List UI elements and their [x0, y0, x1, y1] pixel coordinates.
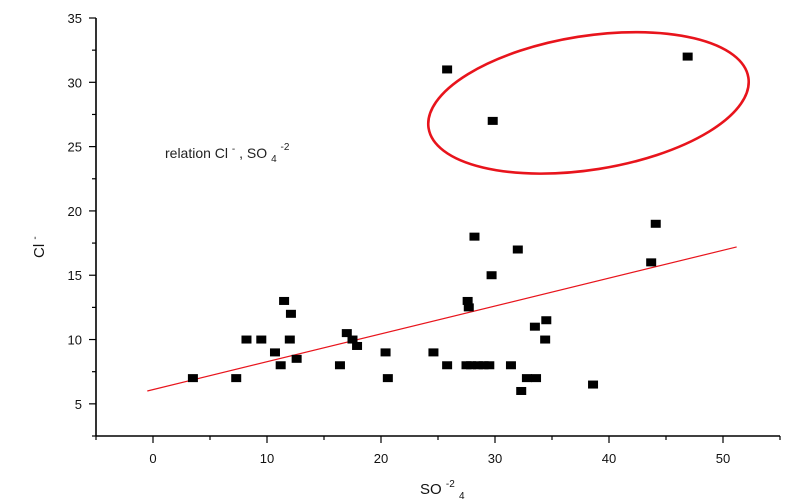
- data-point: [512, 245, 523, 254]
- fit-line-group: [147, 246, 737, 392]
- data-point: [341, 329, 352, 338]
- y-tick-label: 15: [68, 268, 82, 283]
- data-point: [275, 361, 286, 370]
- data-point: [462, 296, 473, 305]
- data-point: [472, 361, 483, 370]
- data-point: [646, 258, 657, 267]
- x-axis-ticks: 0 10 20 30 40 50: [95, 436, 781, 466]
- annotation-sup-2: -2: [281, 142, 290, 153]
- y-tick-label: 5: [75, 397, 82, 412]
- x-axis-title-sub: 4: [459, 491, 465, 502]
- data-point: [540, 335, 551, 344]
- annotation-sup-1: -: [232, 144, 235, 155]
- y-axis-ticks: 5 10 15 20 25 30 35: [68, 11, 96, 437]
- data-point: [484, 361, 495, 370]
- data-point: [279, 296, 290, 305]
- data-point: [529, 322, 540, 331]
- y-axis-title: Cl -: [30, 236, 48, 258]
- data-point: [284, 335, 295, 344]
- data-point: [334, 361, 345, 370]
- y-axis-title-sup: -: [30, 236, 41, 239]
- x-tick-label: 10: [260, 451, 274, 466]
- data-point: [521, 374, 532, 383]
- data-point: [463, 303, 474, 312]
- annotation-sub: 4: [271, 154, 277, 165]
- data-point: [380, 348, 391, 357]
- data-point: [469, 232, 480, 241]
- data-point: [382, 374, 393, 383]
- data-point: [442, 65, 453, 74]
- y-axis-title-main: Cl: [31, 244, 48, 258]
- data-point: [487, 116, 498, 125]
- annotation-text-2: , SO: [239, 145, 267, 161]
- highlight-ellipse: [426, 30, 751, 175]
- data-points: [187, 52, 693, 395]
- data-point: [428, 348, 439, 357]
- data-point: [541, 316, 552, 325]
- highlight-group: [426, 30, 751, 175]
- y-tick-label: 10: [68, 333, 82, 348]
- data-point: [285, 309, 296, 318]
- y-tick-label: 20: [68, 204, 82, 219]
- data-point: [291, 354, 302, 363]
- data-point: [486, 271, 497, 280]
- x-tick-label: 50: [716, 451, 730, 466]
- data-point: [241, 335, 252, 344]
- y-tick-label: 30: [68, 75, 82, 90]
- plot-frame: [95, 18, 780, 437]
- annotation-text-1: relation Cl: [165, 145, 228, 161]
- x-axis-title-sup: -2: [446, 479, 455, 490]
- data-point: [352, 341, 363, 350]
- data-point: [516, 386, 527, 395]
- data-point: [466, 361, 477, 370]
- regression-line: [147, 246, 737, 392]
- y-tick-label: 25: [68, 140, 82, 155]
- annotation-label: relation Cl - , SO 4 -2: [165, 139, 290, 165]
- x-tick-label: 40: [602, 451, 616, 466]
- data-point: [442, 361, 453, 370]
- data-point: [256, 335, 267, 344]
- y-tick-label: 35: [68, 11, 82, 26]
- data-point: [347, 335, 358, 344]
- data-point: [505, 361, 516, 370]
- data-point: [231, 374, 242, 383]
- data-point: [531, 374, 542, 383]
- x-axis-title: SO -2 4: [420, 474, 465, 502]
- x-tick-label: 20: [374, 451, 388, 466]
- x-tick-label: 30: [488, 451, 502, 466]
- data-point: [650, 219, 661, 228]
- x-tick-label: 0: [149, 451, 156, 466]
- x-axis-title-main: SO: [420, 481, 442, 498]
- data-point: [588, 380, 599, 389]
- data-point: [269, 348, 280, 357]
- data-point: [187, 374, 198, 383]
- data-point: [478, 361, 489, 370]
- data-point: [682, 52, 693, 61]
